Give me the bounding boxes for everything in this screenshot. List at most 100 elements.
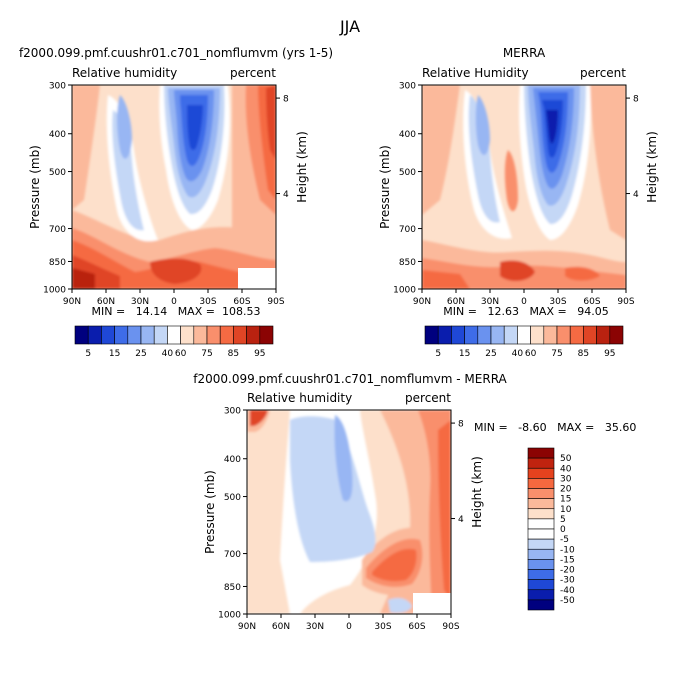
y-tick-label: 300 [224, 407, 241, 417]
colorbar-swatch [437, 325, 452, 345]
y-tick-label: 850 [224, 583, 241, 593]
y2-axis-label: Height (km) [295, 131, 309, 202]
colorbar-swatch [527, 548, 555, 560]
panel-model-right-label: percent [230, 66, 276, 80]
y-tick-label: 500 [224, 493, 241, 503]
contour-region [422, 270, 470, 289]
y-tick-label: 400 [224, 455, 241, 465]
season-title: JJA [339, 17, 360, 36]
colorbar-swatch [527, 599, 555, 611]
colorbar-swatch [153, 325, 168, 345]
colorbar-swatch [527, 579, 555, 591]
colorbar-swatch [527, 457, 555, 469]
contour-region [565, 266, 600, 281]
x-tick-label: 60S [408, 622, 425, 632]
y-axis-label: Pressure (mb) [378, 145, 392, 229]
y-tick-label: 1000 [393, 286, 416, 296]
y-tick-label: 700 [224, 550, 241, 560]
contour-region [546, 110, 558, 144]
panel-diff-contours [247, 410, 451, 614]
y-tick-label: 400 [49, 130, 66, 140]
y2-tick-label: 8 [458, 420, 464, 430]
colorbar-label: 0 [560, 525, 566, 535]
panel-model-title: f2000.099.pmf.cuushr01.c701_nomflumvm (y… [19, 46, 333, 60]
x-tick-label: 60N [447, 297, 465, 307]
colorbar-label: 40 [162, 349, 174, 359]
panel-merra-colorbar: 5 15 25 40 60 75 85 95 [424, 325, 624, 359]
colorbar-swatch [233, 325, 247, 345]
colorbar-swatch [527, 478, 555, 489]
x-tick-label: 30N [306, 622, 324, 632]
y2-tick-label: 4 [283, 190, 289, 200]
colorbar-label: -50 [560, 596, 575, 606]
colorbar-label: 75 [551, 349, 562, 359]
x-tick-label: 0 [346, 622, 352, 632]
colorbar-swatch [527, 508, 555, 520]
panel-diff: f2000.099.pmf.cuushr01.c701_nomflumvm - … [193, 372, 636, 632]
y-tick-label: 300 [399, 82, 416, 92]
colorbar-label: 50 [560, 454, 572, 464]
colorbar-swatch [609, 325, 624, 345]
y-axis-label: Pressure (mb) [203, 470, 217, 554]
colorbar-label: 40 [512, 349, 524, 359]
colorbar-label: 95 [604, 349, 615, 359]
panel-merra-contours [422, 85, 626, 289]
y2-axis-label: Height (km) [470, 456, 484, 527]
colorbar-label: 20 [560, 485, 572, 495]
colorbar-label: 75 [201, 349, 212, 359]
colorbar-swatch [596, 325, 611, 345]
y2-tick-label: 8 [633, 95, 639, 105]
contour-region [475, 95, 490, 156]
colorbar-swatch [527, 589, 555, 601]
panel-merra-left-label: Relative Humidity [422, 66, 529, 80]
contour-region [334, 415, 353, 502]
x-tick-label: 0 [171, 297, 177, 307]
x-tick-label: 90S [617, 297, 634, 307]
colorbar-swatch [424, 325, 439, 345]
panel-diff-axes: 90N 60N 30N 0 30S 60S 90S 300 400 500 700 850 1000 8 4… [203, 407, 484, 633]
colorbar-swatch [527, 467, 555, 479]
colorbar-swatch [517, 325, 531, 345]
contour-region [266, 85, 276, 160]
y-tick-label: 500 [399, 168, 416, 178]
colorbar-swatch [74, 325, 89, 345]
x-tick-label: 30S [549, 297, 566, 307]
colorbar-swatch [530, 325, 545, 345]
colorbar-swatch [464, 325, 479, 345]
contour-region [504, 150, 518, 212]
contour-region [422, 85, 460, 215]
colorbar-label: 85 [578, 349, 589, 359]
colorbar-label: 15 [560, 495, 571, 505]
colorbar-label: 5 [560, 515, 566, 525]
colorbar-swatch [167, 325, 181, 345]
x-tick-label: 30S [374, 622, 391, 632]
panel-model-left-label: Relative humidity [72, 66, 177, 80]
colorbar-swatch [87, 325, 102, 345]
colorbar-swatch [527, 569, 555, 580]
y-tick-label: 1000 [218, 611, 241, 621]
contour-region [250, 410, 268, 426]
y-tick-label: 700 [49, 225, 66, 235]
colorbar-swatch [451, 325, 465, 345]
colorbar-swatch [503, 325, 518, 345]
y-axis-label: Pressure (mb) [28, 145, 42, 229]
x-tick-label: 90N [238, 622, 256, 632]
colorbar-swatch [140, 325, 155, 345]
x-tick-label: 90N [413, 297, 431, 307]
colorbar-label: -30 [560, 576, 575, 586]
contour-region [247, 410, 290, 614]
colorbar-swatch [543, 325, 558, 345]
y2-tick-label: 8 [283, 95, 289, 105]
x-tick-label: 60S [583, 297, 600, 307]
masked-region [238, 268, 276, 289]
x-tick-label: 90S [267, 297, 284, 307]
panel-merra-axes: 90N 60N 30N 0 30S 60S 90S 300 400 500 700 850 1000 8 4… [378, 82, 659, 308]
y-tick-label: 400 [399, 130, 416, 140]
x-tick-label: 60N [272, 622, 290, 632]
panel-merra-title: MERRA [503, 46, 546, 60]
contour-region [72, 268, 95, 289]
x-tick-label: 90S [442, 622, 459, 632]
colorbar-swatch [246, 325, 261, 345]
colorbar-label: 5 [85, 349, 91, 359]
panel-diff-left-label: Relative humidity [247, 391, 352, 405]
